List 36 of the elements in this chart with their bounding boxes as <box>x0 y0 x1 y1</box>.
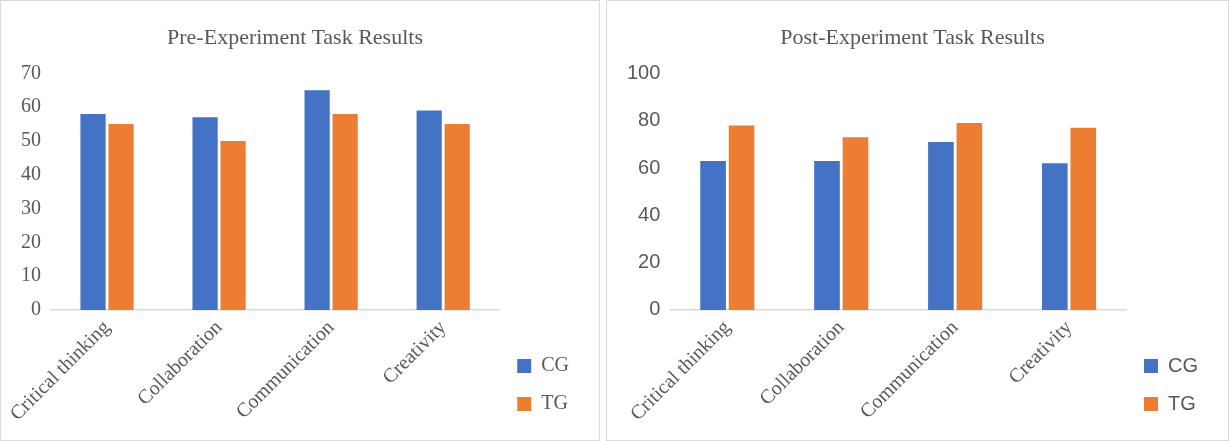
legend-label: CG <box>1168 353 1198 376</box>
bar <box>192 117 218 310</box>
bar <box>928 142 954 310</box>
chart-title: Pre-Experiment Task Results <box>167 23 423 49</box>
y-tick-label: 70 <box>21 60 41 83</box>
bar <box>1070 127 1097 310</box>
legend-label: CG <box>541 353 570 376</box>
bar <box>842 137 869 310</box>
y-tick-label: 40 <box>21 162 41 185</box>
y-tick-label: 0 <box>649 297 661 320</box>
bar <box>956 123 983 310</box>
y-tick-label: 100 <box>626 60 661 83</box>
bar <box>728 125 755 310</box>
y-tick-label: 0 <box>31 297 41 320</box>
legend-label: TG <box>541 391 568 414</box>
y-tick-label: 10 <box>21 263 41 286</box>
y-tick-label: 30 <box>21 195 41 218</box>
y-tick-label: 20 <box>21 229 41 252</box>
bar <box>416 110 442 310</box>
legend-label: TG <box>1168 391 1196 414</box>
bar <box>444 124 470 310</box>
bar <box>304 90 330 310</box>
bar <box>108 124 134 310</box>
bar <box>332 113 358 310</box>
y-tick-label: 40 <box>638 202 661 225</box>
chart-title: Post-Experiment Task Results <box>780 23 1045 49</box>
y-tick-label: 80 <box>638 108 661 131</box>
y-tick-label: 50 <box>21 128 41 151</box>
bar <box>220 140 246 310</box>
y-tick-label: 20 <box>638 250 661 273</box>
bar <box>700 160 726 310</box>
y-tick-label: 60 <box>21 94 41 117</box>
y-tick-label: 60 <box>638 155 661 178</box>
bar <box>1041 163 1068 310</box>
bar <box>80 113 106 310</box>
bar <box>814 160 840 310</box>
